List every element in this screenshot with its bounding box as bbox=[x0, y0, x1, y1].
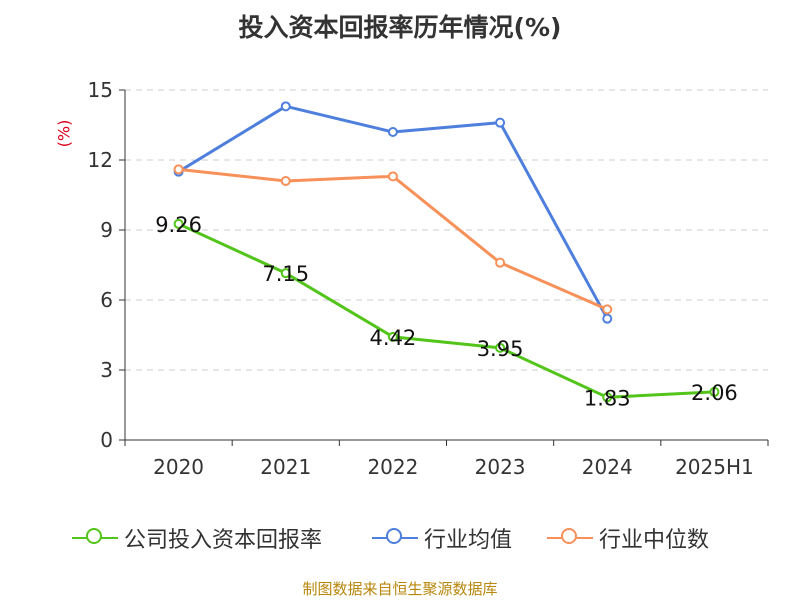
legend-marker bbox=[372, 528, 418, 544]
x-tick-label: 2022 bbox=[367, 455, 418, 479]
data-point bbox=[280, 268, 291, 279]
data-label: 9.26 bbox=[155, 213, 202, 237]
data-source-note: 制图数据来自恒生聚源数据库 bbox=[302, 580, 498, 598]
data-point bbox=[709, 386, 720, 397]
data-point bbox=[387, 127, 398, 137]
chart-title: 投入资本回报率历年情况(%) bbox=[238, 13, 562, 42]
data-point bbox=[387, 331, 398, 342]
line-chart: 0 3 6 9 12 15 2020 2021 2022 2023 2024 2025H1 9.26 7.… bbox=[88, 78, 769, 479]
data-point bbox=[602, 313, 613, 324]
y-tick-label: 6 bbox=[100, 288, 113, 312]
data-label: 7.15 bbox=[262, 262, 309, 286]
data-point bbox=[387, 171, 398, 182]
series-line bbox=[178, 167, 608, 311]
series-line bbox=[177, 104, 609, 320]
data-label: 4.42 bbox=[370, 326, 417, 350]
data-point bbox=[602, 304, 613, 315]
y-tick-label: 3 bbox=[100, 358, 113, 382]
legend-item[interactable]: 公司投入资本回报率 bbox=[72, 518, 322, 558]
x-tick-label: 2020 bbox=[153, 455, 204, 479]
data-point bbox=[280, 101, 291, 112]
legend: 公司投入资本回报率 行业均值 行业中位数 bbox=[0, 518, 800, 558]
data-point bbox=[173, 218, 184, 229]
series-line bbox=[177, 222, 715, 399]
data-point bbox=[495, 342, 506, 353]
legend-item[interactable]: 行业均值 bbox=[372, 518, 512, 558]
y-tick-label: 12 bbox=[88, 148, 113, 172]
y-tick-label: 0 bbox=[100, 428, 113, 452]
legend-marker bbox=[547, 528, 593, 544]
data-point bbox=[495, 257, 506, 268]
data-point bbox=[173, 164, 184, 175]
data-label: 2.06 bbox=[691, 381, 738, 405]
x-tick-label: 2024 bbox=[582, 455, 633, 479]
legend-label: 行业中位数 bbox=[599, 528, 710, 553]
legend-item[interactable]: 行业中位数 bbox=[547, 518, 709, 558]
y-tick-label: 15 bbox=[88, 78, 113, 102]
legend-label: 公司投入资本回报率 bbox=[124, 528, 323, 553]
legend-marker-circle bbox=[561, 528, 577, 544]
legend-label: 行业均值 bbox=[424, 528, 513, 553]
legend-marker-circle bbox=[386, 528, 402, 544]
data-point bbox=[602, 392, 613, 403]
legend-marker bbox=[72, 528, 118, 544]
y-tick-label: 9 bbox=[100, 218, 113, 242]
x-tick-label: 2021 bbox=[260, 455, 311, 479]
data-point bbox=[495, 117, 506, 128]
legend-marker-circle bbox=[86, 528, 102, 544]
data-label: 1.83 bbox=[584, 386, 631, 410]
data-label: 3.95 bbox=[477, 337, 524, 361]
x-tick-label: 2025H1 bbox=[675, 455, 754, 479]
data-point bbox=[280, 176, 291, 186]
x-tick-label: 2023 bbox=[475, 455, 526, 479]
